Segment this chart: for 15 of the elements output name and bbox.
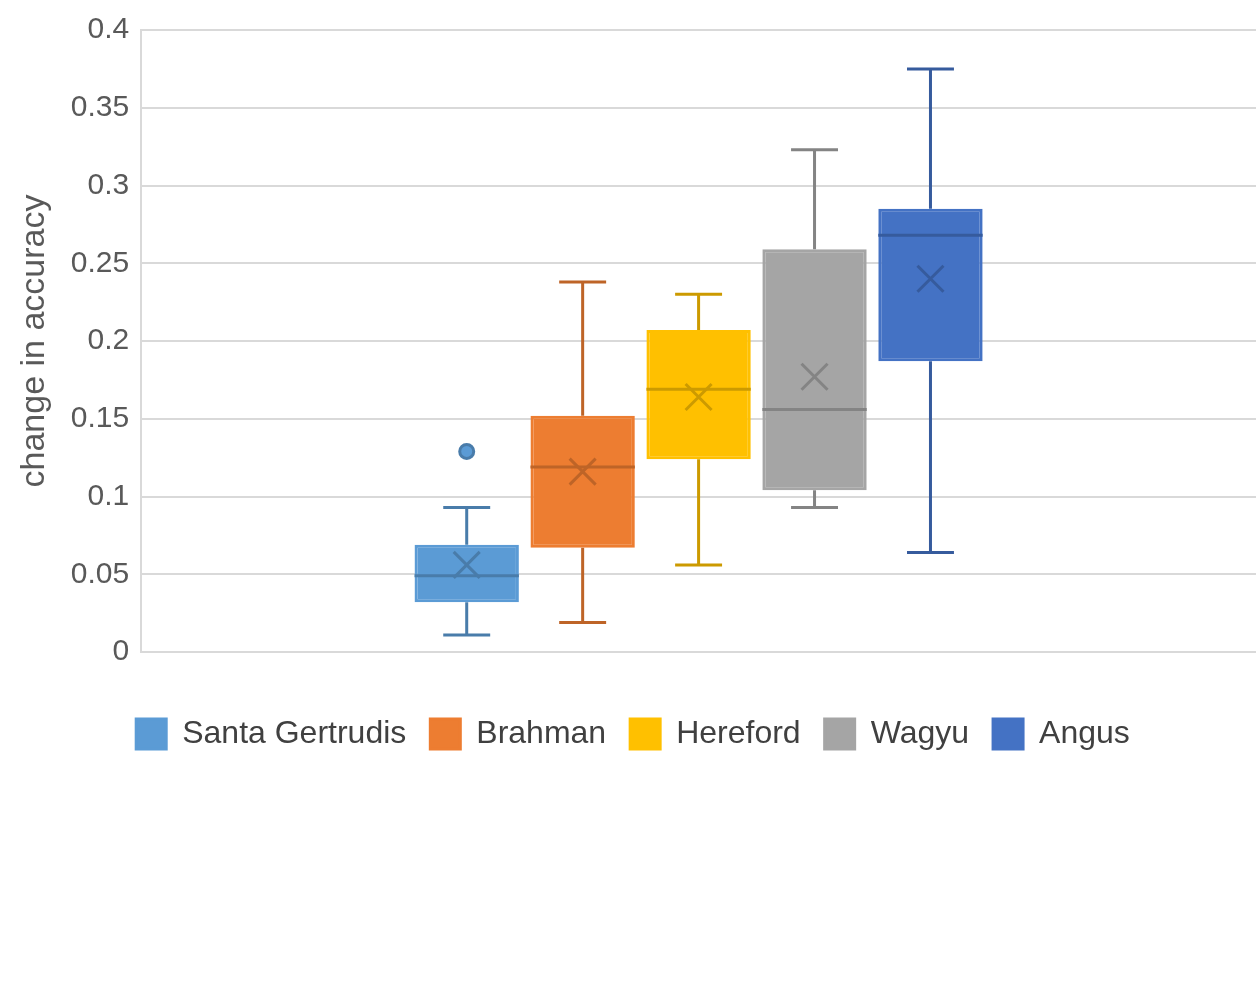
- legend-label: Hereford: [676, 713, 801, 750]
- y-tick-label: 0.25: [70, 244, 130, 278]
- y-axis-title: change in accuracy: [12, 194, 51, 488]
- y-tick-label: 0.15: [70, 400, 130, 434]
- y-tick-label: 0.05: [70, 555, 130, 589]
- legend-label: Brahman: [476, 713, 607, 750]
- y-tick-label: 0.3: [87, 166, 130, 200]
- legend-label: Angus: [1039, 713, 1130, 750]
- legend-label: Santa Gertrudis: [182, 713, 407, 750]
- y-tick-label: 0.4: [87, 11, 130, 45]
- legend-label: Wagyu: [870, 713, 970, 750]
- y-tick-label: 0.35: [70, 89, 130, 123]
- y-tick-label: 0: [112, 633, 130, 667]
- y-tick-label: 0.1: [87, 477, 130, 511]
- y-tick-label: 0.2: [87, 322, 130, 356]
